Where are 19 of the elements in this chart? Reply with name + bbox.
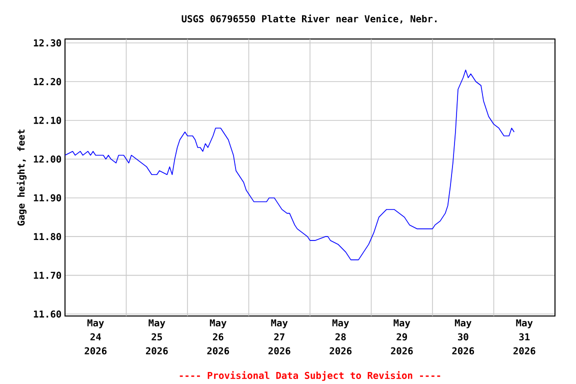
- y-tick-label: 11.70: [34, 272, 62, 279]
- y-tick-label: 11.80: [34, 232, 62, 240]
- x-tick-label: May 30 2026: [452, 319, 474, 354]
- y-tick-label: 11.60: [34, 310, 62, 318]
- chart-title: USGS 06796550 Platte River near Venice, Nebr.: [182, 14, 437, 24]
- y-tick-label: 12.20: [34, 78, 62, 86]
- y-tick-label: 12.00: [34, 156, 62, 163]
- y-tick-label: 12.30: [34, 39, 62, 46]
- y-tick-label: 12.10: [34, 116, 62, 124]
- x-tick-label: May 25 2026: [146, 319, 168, 354]
- x-tick-label: May 27 2026: [268, 319, 290, 354]
- y-axis-title: Gage height, feet: [16, 130, 26, 226]
- x-tick-label: May 28 2026: [330, 319, 352, 354]
- x-tick-label: May 29 2026: [390, 319, 413, 354]
- x-tick-label: May 31 2026: [513, 319, 536, 354]
- x-tick-label: May 26 2026: [207, 319, 230, 354]
- text: ---- Provisional Data Subject to Revision ----: [180, 371, 440, 381]
- y-tick-label: 11.90: [34, 194, 62, 202]
- x-tick-label: May 24 2026: [84, 319, 107, 354]
